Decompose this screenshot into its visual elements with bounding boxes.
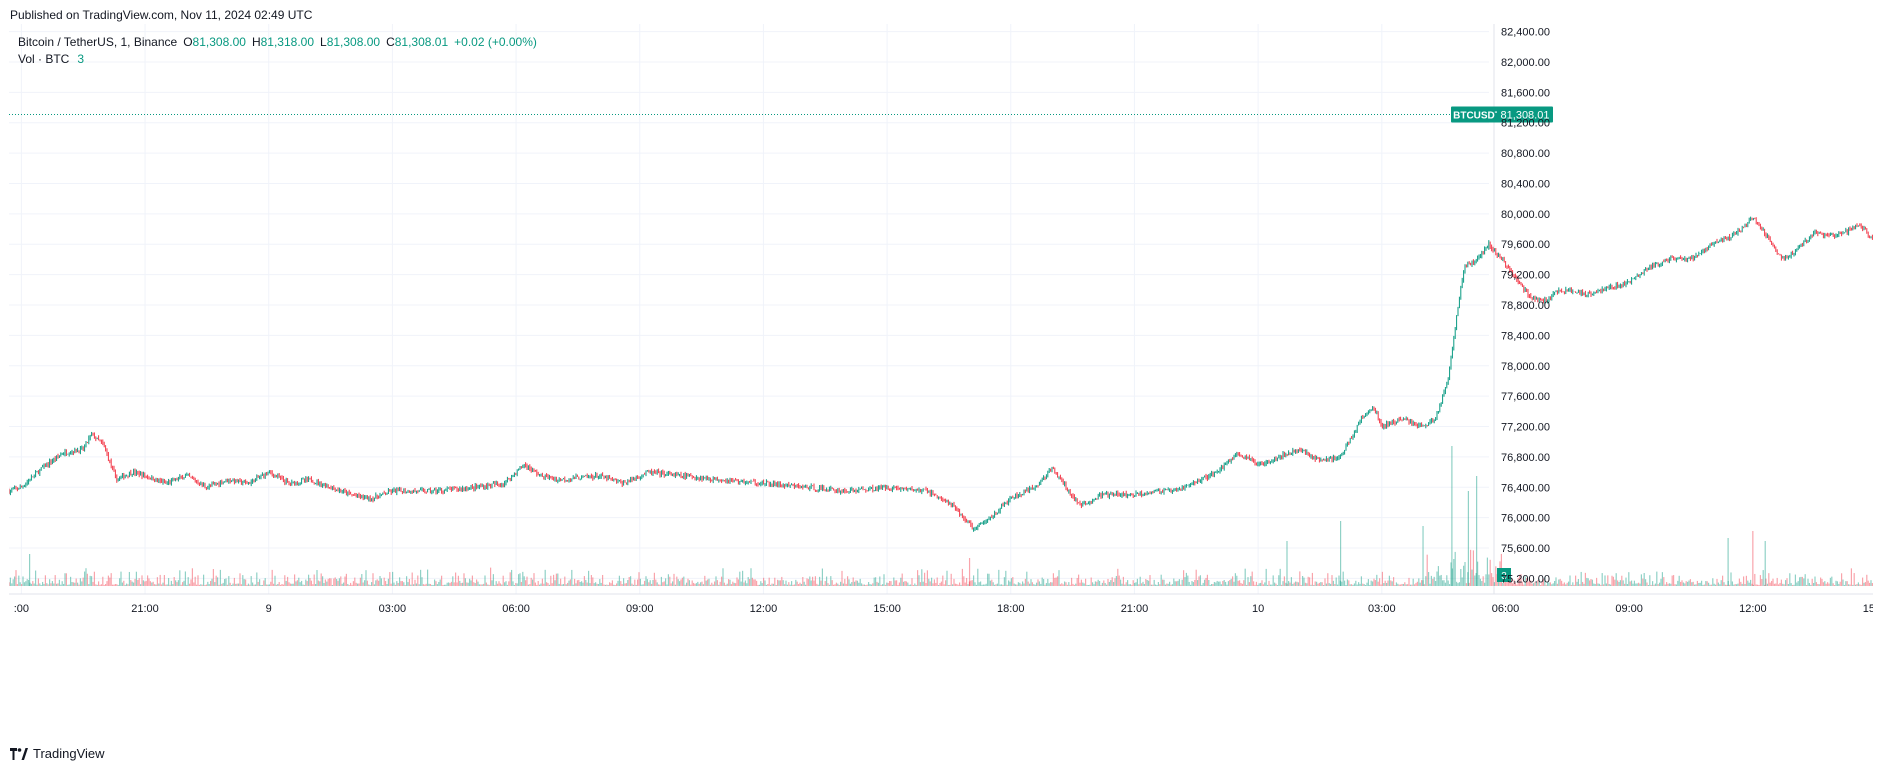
price-tick-label: 76,000.00 <box>1501 513 1550 525</box>
candle-layer <box>9 216 1873 532</box>
grid-layer <box>9 24 1873 595</box>
time-tick-label: 18:00 <box>997 603 1025 615</box>
published-caption: Published on TradingView.com, Nov 11, 20… <box>10 8 313 22</box>
close-value: 81,308.01 <box>394 35 449 49</box>
price-tick-label: 78,000.00 <box>1501 361 1550 373</box>
price-tick-label: 80,800.00 <box>1501 148 1550 160</box>
open-label: O <box>183 35 193 49</box>
time-tick-label: 15:00 <box>873 603 901 615</box>
time-tick-label: 12:00 <box>750 603 778 615</box>
price-tick-label: 82,400.00 <box>1501 27 1550 39</box>
ohlc-row: Bitcoin / TetherUS, 1, Binance O 81,308.0… <box>18 34 537 51</box>
time-tick-label: 06:00 <box>1492 603 1520 615</box>
price-tag-label: 81,308.01 <box>1501 110 1550 122</box>
time-tick-label: 9 <box>266 603 272 615</box>
price-tick-label: 77,200.00 <box>1501 422 1550 434</box>
price-axis: 75,200.00 75,600.00 76,000.00 76,400.00 76,8… <box>1501 27 1550 586</box>
time-tick-label: 06:00 <box>502 603 530 615</box>
brand-label: TradingView <box>33 746 105 761</box>
tradingview-logo-icon <box>10 747 28 760</box>
time-tick-label: 21:00 <box>1121 603 1149 615</box>
change-value: +0.02 (+0.00%) <box>454 35 537 49</box>
price-tick-label: 75,200.00 <box>1501 573 1550 585</box>
time-tick-label: 03:00 <box>379 603 407 615</box>
volume-label[interactable]: Vol · BTC <box>18 52 70 66</box>
time-tick-label: 10 <box>1252 603 1264 615</box>
volume-tag <box>1497 568 1511 582</box>
symbol-tag-label: BTCUSDT <box>1453 111 1501 122</box>
time-tick-label: :00 <box>14 603 29 615</box>
price-tick-label: 76,400.00 <box>1501 482 1550 494</box>
footer-brand[interactable]: TradingView <box>10 746 105 761</box>
high-value: 81,318.00 <box>260 35 314 49</box>
time-tick-label: 15:00 <box>1863 603 1873 615</box>
time-tick-label: 09:00 <box>626 603 654 615</box>
time-tick-label: 12:00 <box>1739 603 1767 615</box>
price-tick-label: 76,800.00 <box>1501 452 1550 464</box>
time-tick-label: 09:00 <box>1615 603 1643 615</box>
price-tick-label: 79,600.00 <box>1501 239 1550 251</box>
price-tick-label: 77,600.00 <box>1501 391 1550 403</box>
time-axis: :00 21:00 9 03:00 06:00 09:00 12:00 15:00 18:00 2… <box>14 603 1873 615</box>
time-tick-label: 03:00 <box>1368 603 1396 615</box>
volume-layer <box>9 446 1873 586</box>
volume-row: Vol · BTC 3 <box>18 51 537 68</box>
price-tick-label: 82,000.00 <box>1501 57 1550 69</box>
price-tag <box>1497 106 1553 123</box>
price-tick-label: 78,400.00 <box>1501 330 1550 342</box>
price-tick-label: 80,400.00 <box>1501 178 1550 190</box>
symbol-title[interactable]: Bitcoin / TetherUS, 1, Binance <box>18 35 178 49</box>
price-tick-label: 79,200.00 <box>1501 270 1550 282</box>
price-tick-label: 78,800.00 <box>1501 300 1550 312</box>
low-value: 81,308.00 <box>326 35 381 49</box>
low-label: L <box>320 35 327 49</box>
close-label: C <box>386 35 395 49</box>
symbol-tag <box>1451 106 1503 123</box>
chart-legend: Bitcoin / TetherUS, 1, Binance O 81,308.0… <box>18 34 537 68</box>
open-value: 81,308.00 <box>192 35 246 49</box>
volume-value: 3 <box>77 52 85 66</box>
volume-tag-label: 3 <box>1501 571 1507 582</box>
price-tick-label: 80,000.00 <box>1501 209 1550 221</box>
price-tick-label: 75,600.00 <box>1501 543 1550 555</box>
price-tick-label: 81,600.00 <box>1501 87 1550 99</box>
time-tick-label: 21:00 <box>131 603 159 615</box>
high-label: H <box>251 35 261 49</box>
price-tick-label: 81,200.00 <box>1501 118 1550 130</box>
